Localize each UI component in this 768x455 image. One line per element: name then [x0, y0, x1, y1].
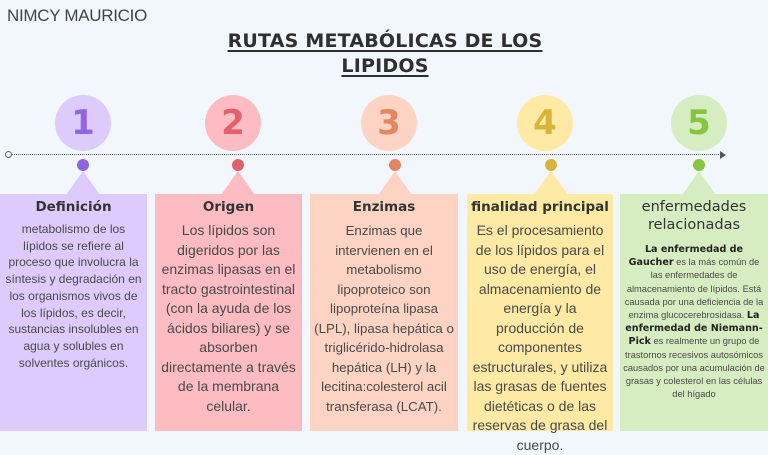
- step-3-marker-dot-icon: [389, 159, 401, 171]
- step-1-pointer-icon: [66, 171, 100, 195]
- gaucher-body: es la más común de las enfermedades de a…: [624, 257, 764, 321]
- step-1-card: Definición metabolismo de los lípidos se…: [0, 194, 147, 431]
- step-3-number-badge: 3: [361, 95, 417, 151]
- step-2-number-badge: 2: [205, 95, 261, 151]
- step-1-heading: Definición: [35, 199, 112, 215]
- step-5-marker-dot-icon: [693, 159, 705, 171]
- step-5-heading: enfermedades relacionadas: [641, 199, 747, 233]
- step-3-card: Enzimas Enzimas que intervienen en el me…: [310, 194, 458, 431]
- step-2-card: Origen Los lípidos son digeridos por las…: [155, 194, 302, 431]
- step-5-card: enfermedades relacionadas La enfermedad …: [620, 194, 768, 431]
- step-1-number-badge: 1: [55, 95, 111, 151]
- step-1-marker-dot-icon: [77, 159, 89, 171]
- step-5-body: La enfermedad de Gaucher es la más común…: [623, 243, 765, 401]
- step-2-marker-dot-icon: [232, 159, 244, 171]
- step-3-heading: Enzimas: [352, 199, 416, 215]
- step-5-pointer-icon: [682, 171, 716, 195]
- step-1-body: metabolismo de los lípidos se refiere al…: [5, 222, 142, 370]
- step-2-pointer-icon: [221, 171, 255, 195]
- gaucher-title: La enfermedad de Gaucher: [628, 244, 744, 269]
- step-2-body: Los lípidos son digeridos por las enzima…: [161, 222, 296, 414]
- step-2-heading: Origen: [202, 199, 255, 215]
- step-4-marker-dot-icon: [545, 159, 557, 171]
- author-name: NIMCY MAURICIO: [7, 6, 147, 25]
- step-5-number-badge: 5: [671, 95, 727, 151]
- step-4-pointer-icon: [534, 171, 568, 195]
- timeline-start-circle-icon: [5, 151, 12, 158]
- step-3-pointer-icon: [378, 171, 412, 195]
- timeline-arrow-icon: [720, 151, 726, 159]
- timeline-line: [9, 154, 721, 155]
- niemann-pick-body: es realmente un grupo de trastornos rece…: [623, 336, 765, 400]
- step-4-card: finalidad principal Es el procesamiento …: [467, 194, 613, 453]
- title-line-2: LIPIDOS: [341, 55, 429, 77]
- step-4-heading: finalidad principal: [471, 199, 609, 215]
- niemann-pick-title: La enfermedad de Niemann-Pick: [625, 310, 763, 348]
- page-title: RUTAS METABÓLICAS DE LOS LIPIDOS: [180, 29, 590, 79]
- step-3-body: Enzimas que intervienen en el metabolism…: [314, 223, 454, 414]
- title-line-1: RUTAS METABÓLICAS DE LOS: [227, 30, 543, 52]
- step-4-body: Es el procesamiento de los lípidos para …: [472, 222, 608, 453]
- step-4-number-badge: 4: [517, 95, 573, 151]
